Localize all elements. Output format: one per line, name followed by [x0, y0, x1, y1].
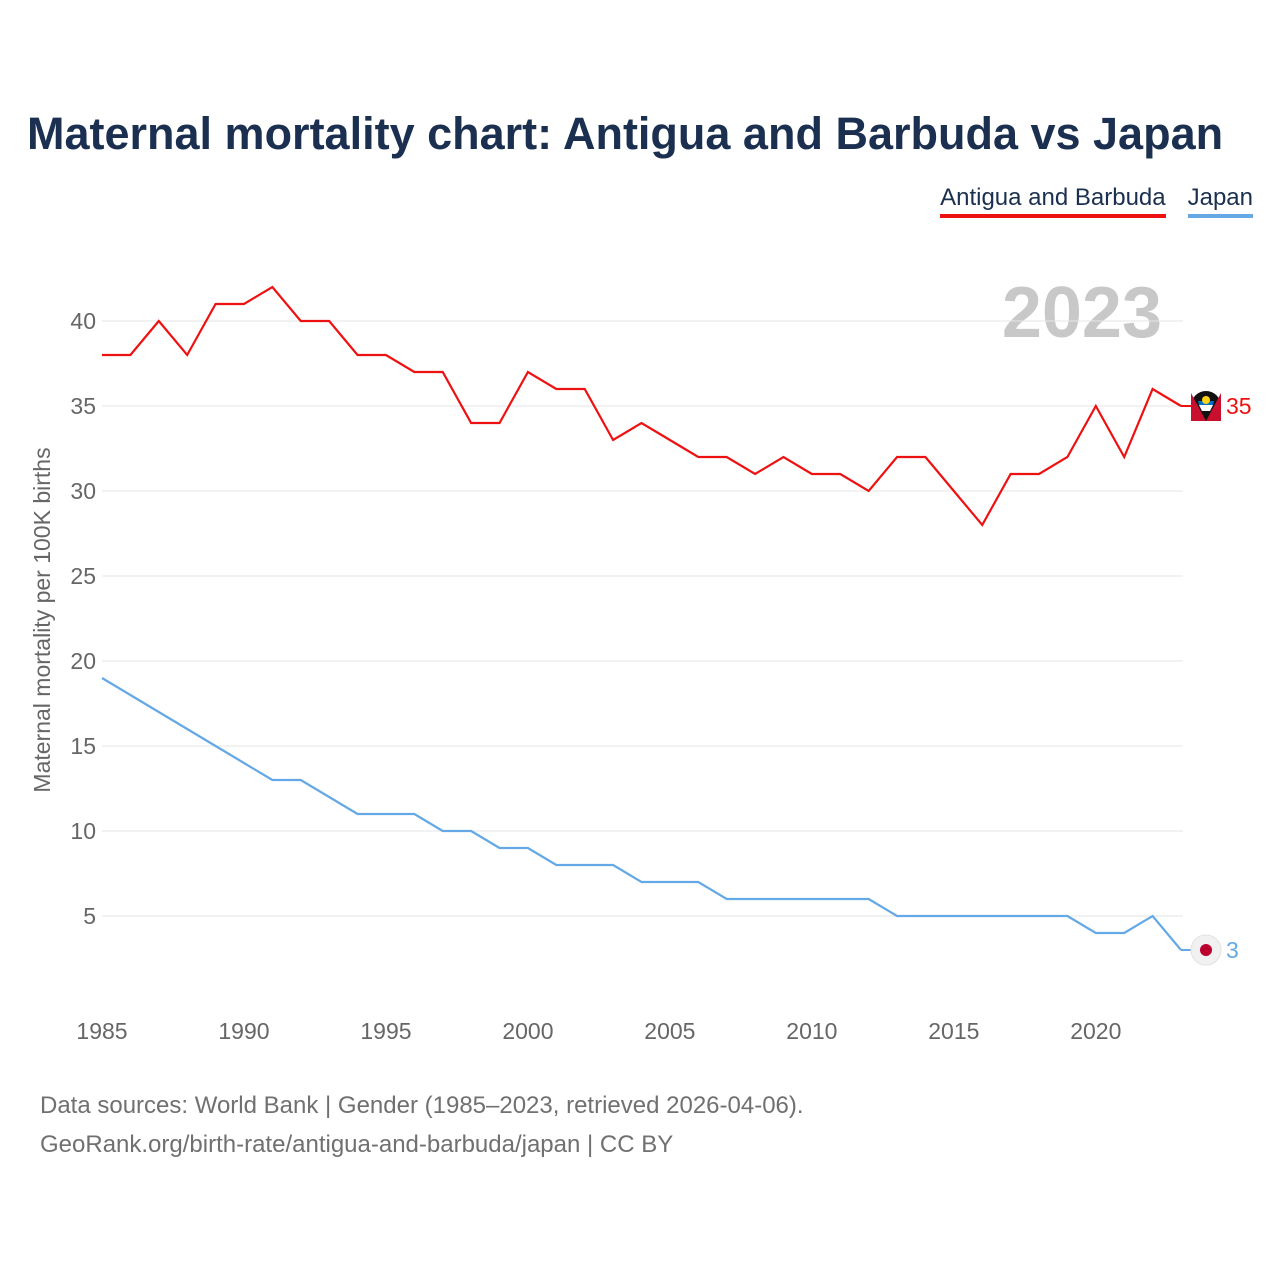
x-tick-label-2010: 2010	[786, 1018, 837, 1044]
series-line-japan	[101, 677, 1182, 951]
source-note: Data sources: World Bank | Gender (1985–…	[40, 1086, 804, 1164]
y-tick-label-15: 15	[70, 733, 96, 759]
flag-white-band-shape	[1199, 405, 1213, 411]
y-tick-label-35: 35	[70, 393, 96, 419]
flag-red-right-shape	[1206, 393, 1221, 421]
y-tick-label-30: 30	[70, 478, 96, 504]
flag-sun-shape	[1202, 396, 1210, 404]
series-end-label-antigua-and-barbuda: 35	[1226, 393, 1252, 419]
series-line-antigua-and-barbuda	[102, 285, 1182, 527]
flag-red-left-shape	[1191, 393, 1206, 421]
x-tick-label-1985: 1985	[76, 1018, 127, 1044]
source-line-2[interactable]: GeoRank.org/birth-rate/antigua-and-barbu…	[40, 1131, 674, 1158]
x-tick-label-2000: 2000	[502, 1018, 553, 1044]
y-axis-title: Maternal mortality per 100K births	[29, 447, 55, 792]
x-tick-label-1995: 1995	[360, 1018, 411, 1044]
x-tick-label-2015: 2015	[928, 1018, 979, 1044]
x-tick-label-2020: 2020	[1070, 1018, 1121, 1044]
y-tick-label-10: 10	[70, 818, 96, 844]
line-chart: 5 10 15 20 25 30 35 40 1985 1990 1995 2000 2005 2010 2…	[29, 285, 1252, 1044]
legend-item-antigua-and-barbuda[interactable]: Antigua and Barbuda	[940, 184, 1166, 218]
chart-title: Maternal mortality chart: Antigua and Ba…	[27, 108, 1224, 159]
y-tick-label-25: 25	[70, 563, 96, 589]
y-tick-label-20: 20	[70, 648, 96, 674]
year-watermark: 2023	[1001, 273, 1162, 353]
source-line-1: Data sources: World Bank | Gender (1985–…	[40, 1092, 804, 1119]
legend-item-japan[interactable]: Japan	[1187, 184, 1253, 218]
x-tick-label-2005: 2005	[644, 1018, 695, 1044]
y-tick-label-5: 5	[83, 903, 96, 929]
flag-red-disc-shape	[1200, 944, 1212, 956]
legend: Antigua and Barbuda Japan	[940, 184, 1253, 218]
series-end-label-japan: 3	[1226, 937, 1239, 963]
y-tick-label-40: 40	[70, 308, 96, 334]
x-tick-label-1990: 1990	[218, 1018, 269, 1044]
